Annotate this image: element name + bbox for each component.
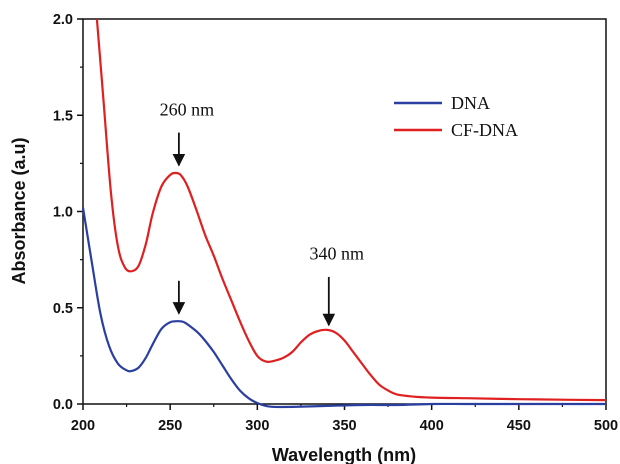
series-line-cf-dna xyxy=(95,18,607,402)
y-tick-label: 0.5 xyxy=(53,301,73,317)
legend: DNA CF-DNA xyxy=(394,93,518,140)
y-tick-label: 1.0 xyxy=(53,205,73,221)
x-tick-label: 200 xyxy=(71,418,95,434)
y-tick-label: 2.0 xyxy=(53,12,73,28)
annotations: 260 nm 340 nm xyxy=(160,99,365,327)
x-tick-label: 300 xyxy=(245,418,269,434)
axis-ticks xyxy=(77,18,607,410)
plot-frame xyxy=(82,18,607,405)
legend-label-dna: DNA xyxy=(451,93,490,113)
x-tick-label: 250 xyxy=(158,418,182,434)
x-tick-label: 450 xyxy=(507,418,531,434)
y-tick-label: 0.0 xyxy=(53,397,73,413)
y-tick-label: 1.5 xyxy=(53,108,73,124)
x-tick-label: 350 xyxy=(332,418,356,434)
series-lines xyxy=(81,18,607,409)
annotation-label: 260 nm xyxy=(160,99,215,119)
legend-label-cf-dna: CF-DNA xyxy=(451,120,518,140)
y-axis-title: Absorbance (a.u) xyxy=(9,137,29,284)
x-axis-title: Wavelength (nm) xyxy=(272,445,416,464)
series-line-dna xyxy=(81,207,606,409)
annotation-label: 340 nm xyxy=(310,244,365,264)
x-tick-label: 500 xyxy=(594,418,618,434)
tick-labels: 200 250 300 350 400 450 500 0.0 0.5 1.0 1.5 2.0 xyxy=(53,12,618,434)
x-tick-label: 400 xyxy=(420,418,444,434)
